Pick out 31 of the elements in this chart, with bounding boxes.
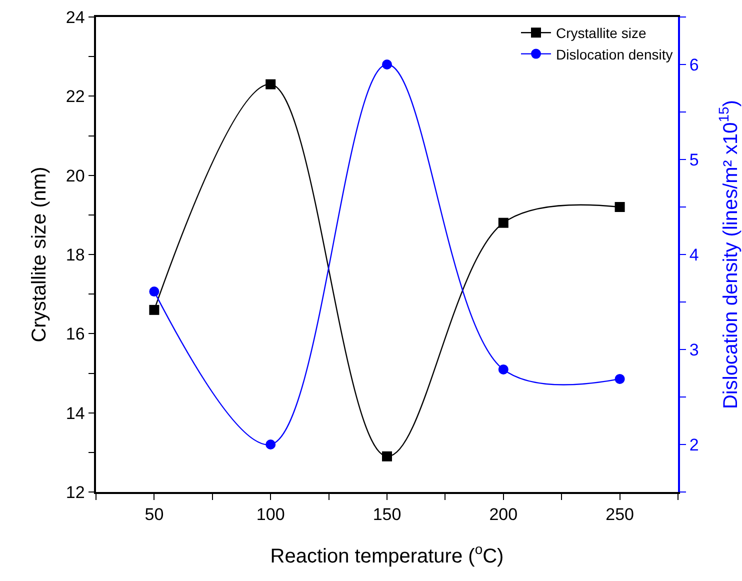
point (382, 60, 392, 70)
y-tick-label: 12 (66, 482, 85, 502)
y-tick-label: 22 (66, 87, 85, 106)
point (266, 79, 276, 90)
legend-label: Dislocation density (556, 46, 673, 62)
y-tick-label: 20 (66, 166, 85, 186)
point (266, 440, 276, 450)
y2-tick-label: 4 (689, 245, 699, 264)
point (614, 374, 625, 384)
y-tick-label: 24 (66, 8, 85, 27)
x-axis-title: Reaction temperature ($^{o}$C) (270, 541, 504, 568)
x-tick-label: 50 (144, 505, 164, 524)
x-tick-label: 150 (372, 505, 402, 524)
y-tick-label: 16 (66, 324, 85, 344)
y2-tick-label: 3 (689, 340, 699, 360)
y-axis-title: Crystallite size (nm) (28, 166, 50, 342)
point (498, 364, 508, 374)
point (149, 286, 160, 297)
y2-tick-label: 6 (689, 55, 699, 74)
point (614, 202, 625, 212)
y2-tick-label: 5 (689, 150, 699, 170)
y-tick-label: 18 (66, 245, 85, 264)
point (149, 304, 160, 315)
point (498, 218, 508, 228)
legend-label: Crystallite size (556, 25, 646, 42)
x-tick-label: 200 (489, 505, 518, 524)
y2-tick-label: 2 (689, 435, 699, 454)
y-tick-label: 14 (66, 404, 85, 423)
x-tick-label: 250 (606, 505, 634, 524)
point (382, 451, 392, 462)
x-tick-label: 100 (256, 505, 285, 524)
